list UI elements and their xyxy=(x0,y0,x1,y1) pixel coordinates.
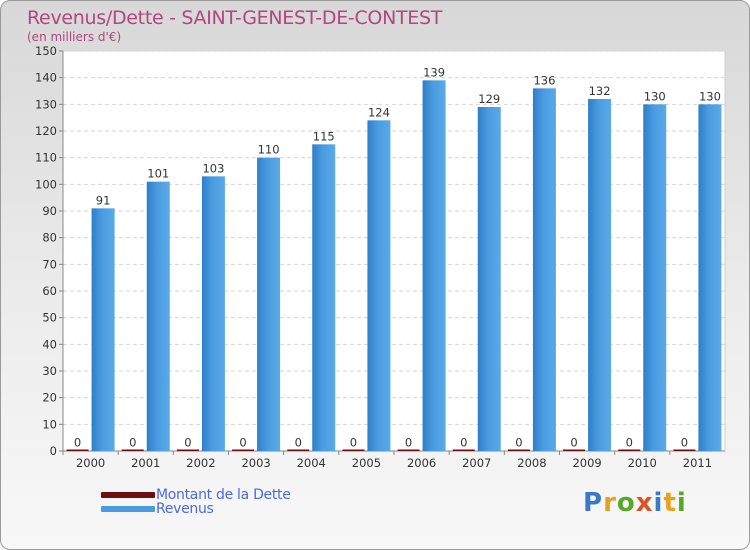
bar-revenus xyxy=(643,104,667,451)
bar-dette xyxy=(66,449,89,451)
bar-dette xyxy=(563,449,586,451)
bar-dette xyxy=(342,449,365,451)
data-label-revenus: 101 xyxy=(147,167,169,181)
data-label-dette: 0 xyxy=(405,436,412,450)
x-tick-label: 2011 xyxy=(683,456,712,470)
legend-swatch-revenus xyxy=(101,506,155,512)
bar-revenus xyxy=(422,80,446,451)
x-tick-label: 2004 xyxy=(297,456,326,470)
logo-letter: t xyxy=(663,488,677,518)
y-tick-label: 50 xyxy=(42,311,57,325)
bar-revenus xyxy=(367,120,391,451)
proxiti-logo: Proxiti xyxy=(583,488,687,518)
y-tick-label: 10 xyxy=(42,417,57,431)
bar-dette xyxy=(287,449,310,451)
bar-dette xyxy=(452,449,475,451)
y-tick-label: 140 xyxy=(35,71,57,85)
bar-dette xyxy=(673,449,696,451)
data-label-dette: 0 xyxy=(74,436,81,450)
y-tick-label: 130 xyxy=(35,97,57,111)
data-label-revenus: 110 xyxy=(258,143,280,157)
data-label-dette: 0 xyxy=(626,436,633,450)
bar-dette xyxy=(232,449,255,451)
data-label-dette: 0 xyxy=(460,436,467,450)
data-label-revenus: 91 xyxy=(96,193,111,207)
y-tick-label: 40 xyxy=(42,337,57,351)
bar-revenus xyxy=(477,107,501,451)
bar-revenus xyxy=(91,208,115,451)
x-tick-label: 2009 xyxy=(572,456,601,470)
data-label-revenus: 124 xyxy=(368,105,390,119)
bar-revenus xyxy=(146,181,170,451)
x-tick-label: 2003 xyxy=(241,456,270,470)
legend-swatch-dette xyxy=(101,492,155,498)
bar-dette xyxy=(397,449,420,451)
data-label-dette: 0 xyxy=(129,436,136,450)
y-tick-label: 60 xyxy=(42,284,57,298)
x-tick-label: 2001 xyxy=(131,456,160,470)
x-tick-label: 2006 xyxy=(407,456,436,470)
data-label-revenus: 103 xyxy=(202,161,224,175)
data-label-dette: 0 xyxy=(515,436,522,450)
x-tick-label: 2002 xyxy=(186,456,215,470)
chart-subtitle: (en milliers d'€) xyxy=(27,30,122,44)
data-label-revenus: 139 xyxy=(423,65,445,79)
bar-revenus xyxy=(201,176,225,452)
bar-dette xyxy=(121,449,144,451)
data-label-dette: 0 xyxy=(184,436,191,450)
y-tick-label: 150 xyxy=(35,44,57,58)
legend-label-revenus: Revenus xyxy=(156,501,214,517)
x-tick-label: 2010 xyxy=(628,456,657,470)
logo-letter: P xyxy=(583,488,604,518)
bar-revenus xyxy=(588,99,612,451)
data-label-dette: 0 xyxy=(239,436,246,450)
data-label-dette: 0 xyxy=(350,436,357,450)
bar-dette xyxy=(618,449,641,451)
plot-area xyxy=(62,50,726,452)
logo-letter: i xyxy=(653,488,664,518)
y-tick-label: 30 xyxy=(42,364,57,378)
y-tick-label: 0 xyxy=(50,444,57,458)
y-tick-label: 100 xyxy=(35,177,57,191)
bar-revenus xyxy=(698,104,722,451)
bar-dette xyxy=(176,449,199,451)
logo-letter: x xyxy=(635,488,654,518)
legend-label-dette: Montant de la Dette xyxy=(156,487,291,503)
bar-revenus xyxy=(532,88,556,451)
y-tick-label: 90 xyxy=(42,204,57,218)
x-tick-label: 2000 xyxy=(76,456,105,470)
y-tick-label: 110 xyxy=(35,151,57,165)
y-tick-label: 120 xyxy=(35,124,57,138)
y-tick-label: 80 xyxy=(42,231,57,245)
data-label-revenus: 129 xyxy=(478,92,500,106)
data-label-revenus: 115 xyxy=(313,129,335,143)
x-tick-label: 2008 xyxy=(517,456,546,470)
chart-title: Revenus/Dette - SAINT-GENEST-DE-CONTEST xyxy=(27,7,443,29)
data-label-revenus: 132 xyxy=(589,84,611,98)
bar-dette xyxy=(507,449,530,451)
data-label-revenus: 136 xyxy=(533,73,555,87)
x-tick-label: 2007 xyxy=(462,456,491,470)
y-tick-label: 70 xyxy=(42,257,57,271)
data-label-dette: 0 xyxy=(681,436,688,450)
logo-letter: i xyxy=(676,488,687,518)
bar-revenus xyxy=(312,144,336,452)
data-label-revenus: 130 xyxy=(699,89,721,103)
data-label-dette: 0 xyxy=(295,436,302,450)
bar-revenus xyxy=(257,157,281,451)
x-tick-label: 2005 xyxy=(352,456,381,470)
data-label-revenus: 130 xyxy=(644,89,666,103)
y-tick-label: 20 xyxy=(42,391,57,405)
logo-letter: o xyxy=(616,488,636,518)
logo-letter: r xyxy=(603,488,617,518)
data-label-dette: 0 xyxy=(570,436,577,450)
